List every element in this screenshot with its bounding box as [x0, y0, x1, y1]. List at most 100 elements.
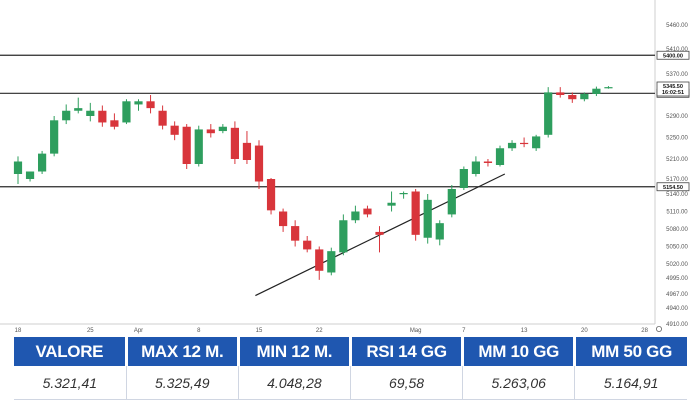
y-tick-label: 4940.00: [666, 306, 688, 312]
candle-body: [242, 142, 252, 160]
y-tick-label: 4995.00: [666, 276, 688, 282]
candle-body: [25, 171, 35, 179]
x-tick-label: 8: [197, 328, 201, 334]
x-tick-label: 13: [521, 328, 528, 334]
candle-body: [98, 110, 107, 123]
y-tick-label: 5110.00: [666, 210, 688, 216]
candle-body: [399, 193, 408, 195]
last-price-label: 5345.50: [663, 84, 683, 90]
x-tick-label: 28: [641, 328, 648, 334]
level-label: 5154.50: [663, 185, 683, 191]
stats-header: VALORE: [14, 337, 128, 366]
candle-body: [507, 142, 517, 149]
last-price-time: 16:02:51: [662, 90, 684, 96]
candle-body: [387, 202, 396, 206]
stats-header: MIN 12 M.: [238, 337, 352, 366]
stats-value: 5.164,91: [574, 366, 687, 400]
stats-header: MM 10 GG: [462, 337, 577, 366]
x-tick-label: 25: [87, 328, 94, 334]
candle-body: [580, 93, 589, 100]
candle-body: [568, 95, 577, 100]
candle-body: [411, 191, 420, 235]
candle-body: [544, 92, 553, 135]
candle-body: [471, 161, 480, 174]
stats-header-row: VALORE MAX 12 M. MIN 12 M. RSI 14 GG MM …: [14, 337, 687, 366]
candle-body: [62, 110, 71, 121]
stats-header: MAX 12 M.: [126, 337, 240, 366]
x-tick-label: 7: [462, 328, 466, 334]
candle-body: [74, 108, 83, 111]
candle-body: [532, 136, 541, 149]
y-tick-label: 4910.00: [666, 322, 688, 328]
candle-body: [351, 211, 360, 221]
y-tick-label: 4967.00: [666, 292, 688, 298]
candlestick-chart-svg: 4910.00 4940.00 4967.00 4995.00 5020.00 5050.…: [0, 0, 690, 334]
candle-body: [459, 169, 468, 188]
candle-body: [556, 92, 565, 95]
stats-header: RSI 14 GG: [350, 337, 465, 366]
candle-body: [38, 153, 47, 172]
candle-body: [230, 127, 239, 159]
candle-body: [182, 126, 191, 164]
x-tick-label: Mag: [410, 328, 422, 334]
level-label-box: [656, 182, 690, 192]
stats-value: 5.321,41: [14, 366, 127, 400]
y-tick-label: 5410.00: [666, 47, 688, 53]
candle-body: [435, 223, 444, 240]
level-label-box: [656, 50, 690, 60]
candle-body: [50, 120, 59, 154]
candle-body: [146, 101, 155, 109]
candle-body: [592, 88, 601, 94]
y-tick-label: 5050.00: [666, 245, 688, 251]
candle-body: [303, 240, 312, 250]
y-tick-label: 5460.00: [666, 23, 688, 29]
y-tick-label: 5250.00: [666, 136, 688, 142]
candle-body: [423, 199, 432, 238]
candle-body: [206, 129, 215, 134]
last-price-box: [656, 81, 690, 97]
x-tick-label: 22: [316, 328, 323, 334]
stats-table: VALORE MAX 12 M. MIN 12 M. RSI 14 GG MM …: [14, 337, 687, 400]
x-tick-label: 18: [15, 328, 22, 334]
candle-body: [254, 145, 264, 182]
x-tick-label: 20: [581, 328, 588, 334]
candle-body: [327, 251, 336, 273]
candle-body: [86, 110, 95, 116]
price-chart: 4910.00 4940.00 4967.00 4995.00 5020.00 5050.…: [0, 0, 690, 334]
candle-body: [13, 161, 23, 174]
candle-body: [158, 110, 167, 126]
candle-body: [170, 125, 179, 135]
stats-header: MM 50 GG: [574, 337, 687, 366]
stats-value: 5.263,06: [462, 366, 576, 400]
candle-body: [134, 101, 143, 105]
stats-value: 69,58: [350, 366, 464, 400]
y-tick-label: 5170.00: [666, 177, 688, 183]
candle-body: [279, 211, 288, 227]
y-tick-label: 5020.00: [666, 262, 688, 268]
candle-body: [339, 220, 348, 253]
candle-body: [447, 189, 456, 215]
stats-value-row: 5.321,41 5.325,49 4.048,28 69,58 5.263,0…: [14, 366, 687, 400]
candle-body: [110, 120, 119, 127]
y-tick-label: 5080.00: [666, 227, 688, 233]
y-tick-label: 5140.00: [666, 192, 688, 198]
x-tick-label: Apr: [134, 328, 143, 334]
candle-body: [495, 148, 505, 165]
candle-body: [315, 249, 324, 271]
clock-icon: [656, 325, 663, 332]
y-tick-label: 5370.00: [666, 72, 688, 78]
candle-body: [291, 226, 300, 241]
candle-body: [266, 179, 276, 211]
stats-value: 5.325,49: [126, 366, 239, 400]
candle-body: [520, 142, 529, 145]
candle-body: [122, 101, 131, 123]
y-tick-label: 5210.00: [666, 157, 688, 163]
candle-body: [604, 87, 613, 89]
candle-body: [194, 129, 203, 164]
candle-body: [218, 126, 227, 132]
level-label: 5400.00: [663, 53, 683, 59]
stats-value: 4.048,28: [238, 366, 351, 400]
candle-body: [375, 231, 384, 235]
candle-body: [363, 208, 372, 215]
candle-body: [483, 161, 493, 163]
